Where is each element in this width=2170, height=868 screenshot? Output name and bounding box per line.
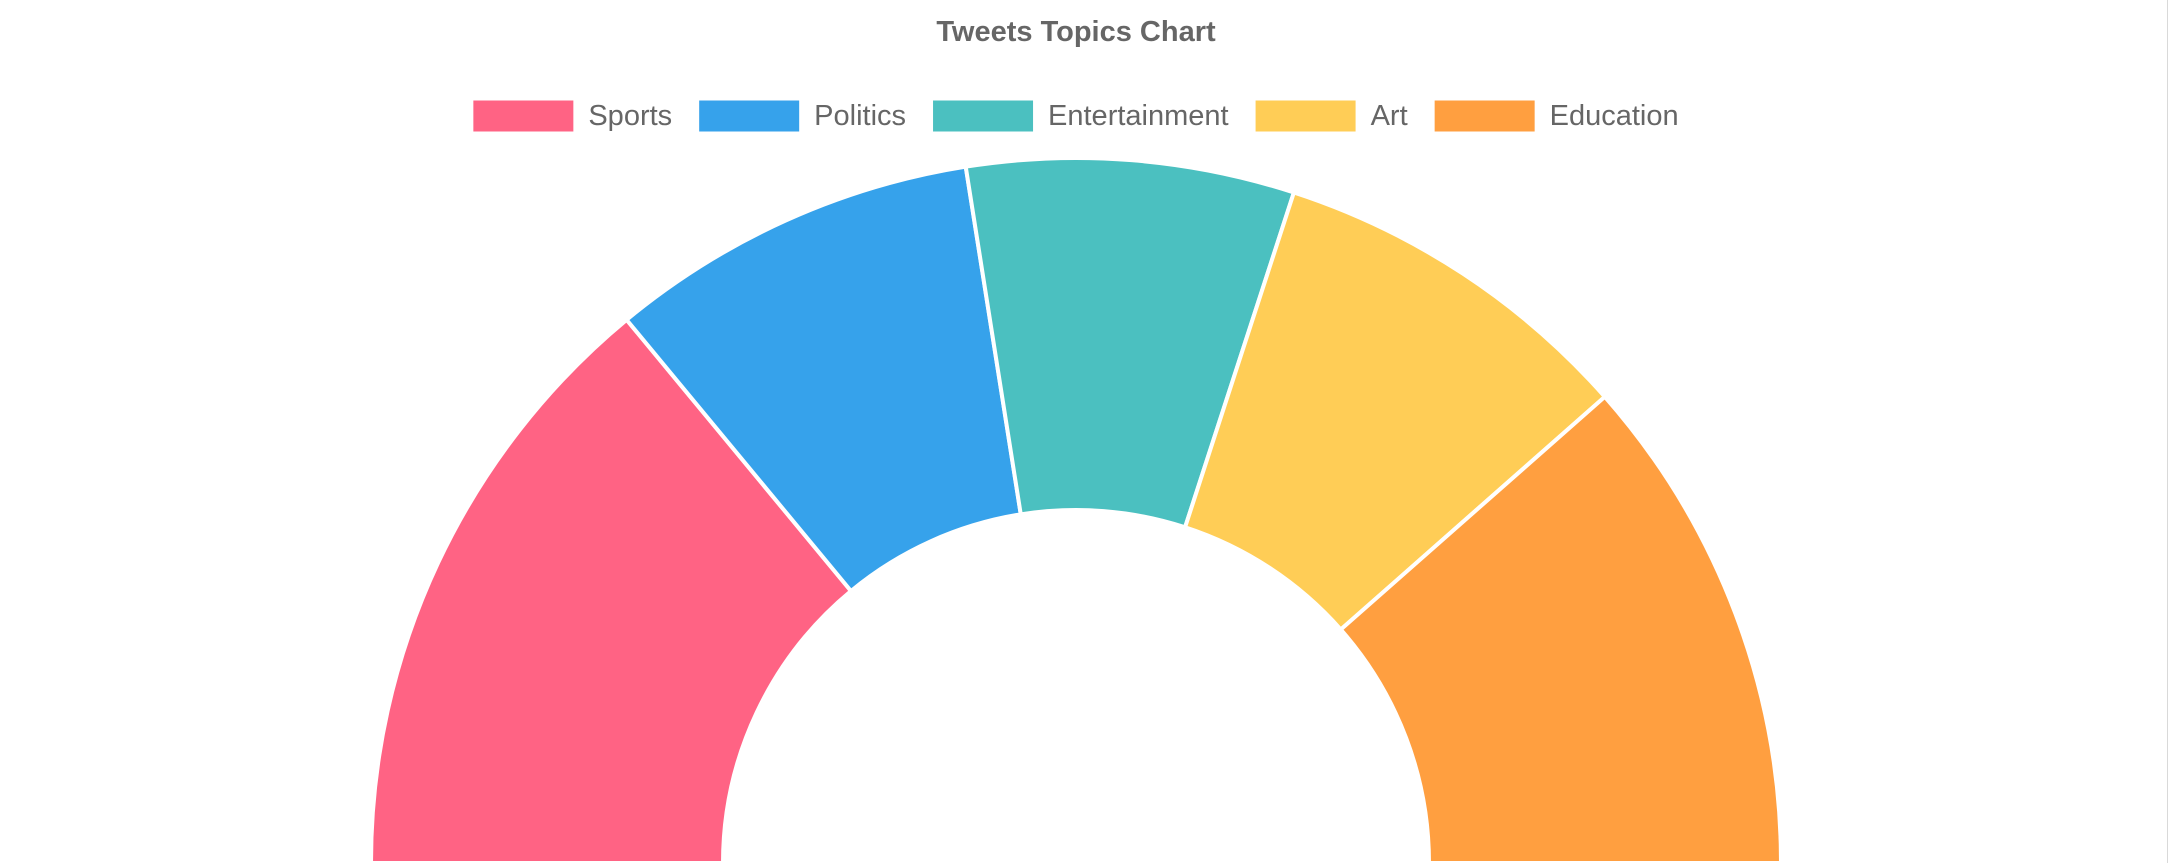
legend-swatch [1255,100,1356,132]
legend-swatch [699,100,800,132]
legend-swatch [473,100,574,132]
legend: Sports Politics Entertainment Art Education [473,100,1679,132]
slice-sports[interactable] [368,316,854,865]
legend-label: Education [1550,100,1679,132]
legend-label: Sports [588,100,672,132]
legend-item-art[interactable]: Art [1255,100,1408,132]
slice-politics[interactable] [623,164,1024,594]
legend-label: Art [1371,100,1408,132]
legend-label: Entertainment [1048,100,1229,132]
legend-item-politics[interactable]: Politics [699,100,906,132]
legend-swatch [933,100,1034,132]
slice-art[interactable] [1182,189,1608,633]
legend-item-education[interactable]: Education [1434,100,1679,132]
slices [368,156,1784,865]
chart-title: Tweets Topics Chart [936,16,1216,48]
legend-item-sports[interactable]: Sports [473,100,672,132]
slice-entertainment[interactable] [963,156,1297,530]
divider [2167,0,2168,863]
legend-item-entertainment[interactable]: Entertainment [933,100,1229,132]
legend-swatch [1434,100,1535,132]
legend-label: Politics [814,100,906,132]
slice-education[interactable] [1337,393,1784,865]
